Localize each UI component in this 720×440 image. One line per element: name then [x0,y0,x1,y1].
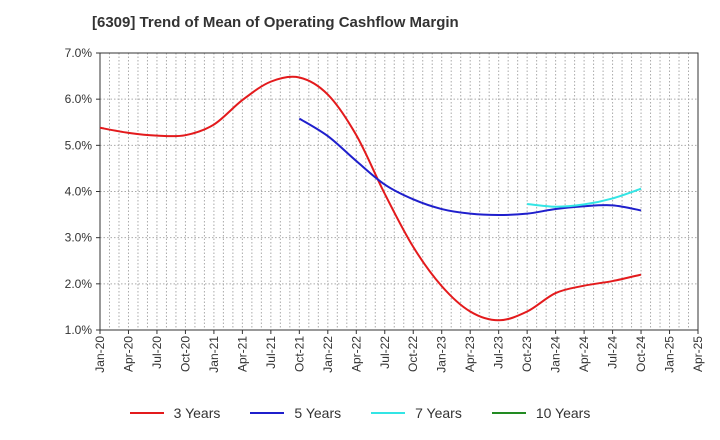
series-line-3-years [99,75,642,322]
x-tick-label: Oct-21 [292,336,306,372]
legend-label-3-years: 3 Years [173,405,221,421]
legend-item-5-years: 5 Years [250,405,341,421]
legend-label-10-years: 10 Years [535,405,591,421]
y-tick-label: 5.0% [65,138,93,152]
y-tick-label: 6.0% [65,92,93,106]
chart-title: [6309] Trend of Mean of Operating Cashfl… [92,14,459,31]
chart-legend: 3 Years 5 Years 7 Years 10 Years [0,405,720,421]
legend-swatch-10-years [491,412,526,414]
legend-item-10-years: 10 Years [491,405,591,421]
x-tick-label: Oct-24 [634,336,648,372]
x-tick-label: Apr-20 [121,336,135,372]
x-tick-label: Jan-21 [207,336,221,373]
x-tick-label: Jan-22 [321,336,335,373]
x-tick-label: Jan-24 [549,336,563,373]
x-tick-label: Jul-22 [378,336,392,369]
x-tick-label: Apr-22 [349,336,363,372]
x-tick-label: Jul-20 [150,336,164,369]
legend-label-7-years: 7 Years [415,405,462,421]
x-tick-label: Apr-25 [691,336,705,372]
y-tick-label: 2.0% [65,277,93,291]
legend-swatch-3-years [129,412,164,414]
y-tick-label: 3.0% [65,231,93,245]
legend-swatch-7-years [371,412,406,414]
x-tick-label: Apr-21 [235,336,249,372]
x-tick-label: Oct-23 [520,336,534,372]
series-line-5-years [298,117,642,217]
x-tick-label: Jul-23 [492,336,506,369]
y-tick-label: 4.0% [65,185,93,199]
x-tick-label: Apr-23 [463,336,477,372]
legend-label-5-years: 5 Years [294,405,342,421]
x-tick-label: Jan-25 [663,336,677,373]
y-tick-label: 1.0% [65,323,93,337]
x-tick-label: Jul-24 [606,336,620,369]
x-tick-label: Oct-20 [178,336,192,372]
legend-item-3-years: 3 Years [129,405,221,421]
legend-item-7-years: 7 Years [371,405,462,421]
legend-swatch-5-years [250,412,285,414]
y-tick-label: 7.0% [65,46,93,60]
x-tick-label: Jan-20 [93,336,107,373]
x-tick-label: Jul-21 [264,336,278,369]
x-tick-label: Jan-23 [435,336,449,373]
series-line-7-years [527,187,642,208]
x-tick-label: Apr-24 [577,336,591,372]
x-tick-label: Oct-22 [406,336,420,372]
